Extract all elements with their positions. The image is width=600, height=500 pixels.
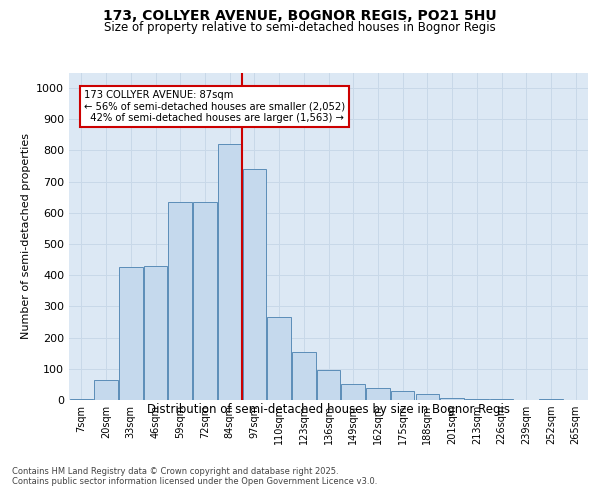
- Text: Contains HM Land Registry data © Crown copyright and database right 2025.: Contains HM Land Registry data © Crown c…: [12, 467, 338, 476]
- Bar: [292, 352, 316, 400]
- Bar: [391, 392, 415, 400]
- Bar: [169, 202, 192, 400]
- Bar: [366, 388, 389, 400]
- Bar: [539, 399, 563, 400]
- Bar: [218, 144, 241, 400]
- Text: 173, COLLYER AVENUE, BOGNOR REGIS, PO21 5HU: 173, COLLYER AVENUE, BOGNOR REGIS, PO21 …: [103, 9, 497, 23]
- Bar: [465, 399, 488, 400]
- Bar: [119, 268, 143, 400]
- Bar: [193, 202, 217, 400]
- Bar: [94, 380, 118, 400]
- Bar: [490, 399, 513, 400]
- Bar: [242, 169, 266, 400]
- Text: 173 COLLYER AVENUE: 87sqm
← 56% of semi-detached houses are smaller (2,052)
  42: 173 COLLYER AVENUE: 87sqm ← 56% of semi-…: [84, 90, 345, 123]
- Y-axis label: Number of semi-detached properties: Number of semi-detached properties: [20, 133, 31, 339]
- Bar: [317, 370, 340, 400]
- Bar: [416, 394, 439, 400]
- Bar: [341, 384, 365, 400]
- Text: Size of property relative to semi-detached houses in Bognor Regis: Size of property relative to semi-detach…: [104, 21, 496, 34]
- Text: Distribution of semi-detached houses by size in Bognor Regis: Distribution of semi-detached houses by …: [148, 402, 510, 415]
- Bar: [268, 318, 291, 400]
- Text: Contains public sector information licensed under the Open Government Licence v3: Contains public sector information licen…: [12, 477, 377, 486]
- Bar: [144, 266, 167, 400]
- Bar: [70, 399, 93, 400]
- Bar: [440, 398, 464, 400]
